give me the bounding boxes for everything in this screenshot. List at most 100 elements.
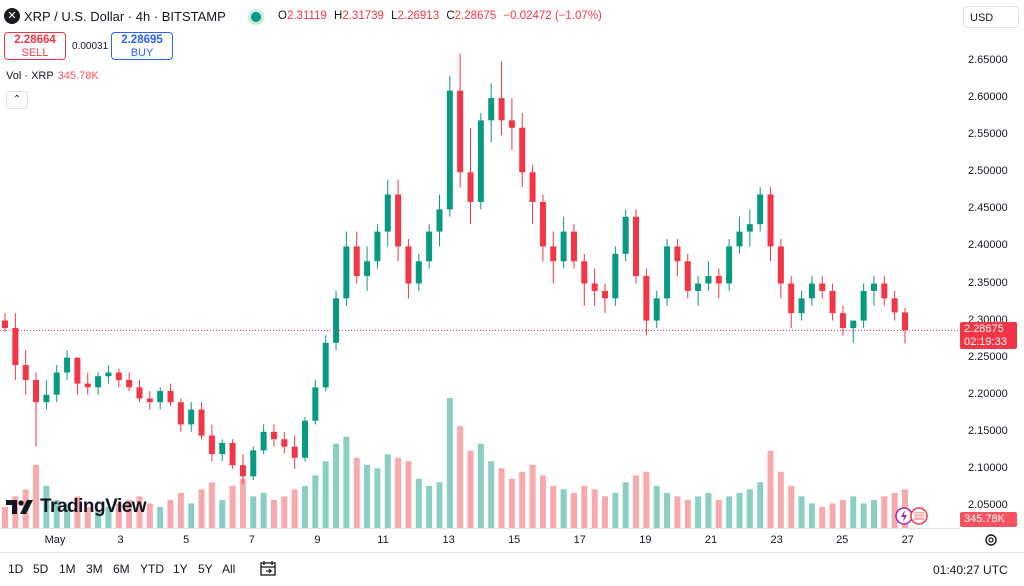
candle-body <box>43 394 50 403</box>
tradingview-logo-icon <box>6 500 33 514</box>
candle-body <box>436 209 443 232</box>
volume-bar <box>219 499 226 528</box>
currency-selector[interactable]: USD <box>963 6 1019 28</box>
candle-body <box>239 465 246 477</box>
range-button-3m[interactable]: 3M <box>86 562 103 576</box>
volume-bar <box>684 499 691 528</box>
range-button-1y[interactable]: 1Y <box>173 562 188 576</box>
time-axis[interactable]: May 3 5 7 9 11 13 15 17 19 21 23 25 27 <box>0 528 960 551</box>
candle-body <box>736 231 743 247</box>
volume-bar <box>788 485 795 528</box>
volume-bar <box>550 485 557 528</box>
candle-body <box>622 216 629 254</box>
price-axis-label: 2.45000 <box>968 202 1008 215</box>
volume-bar <box>436 482 443 528</box>
event-flags-icon[interactable] <box>892 506 932 526</box>
volume-bar <box>126 499 133 528</box>
candle-body <box>767 194 774 247</box>
volume-bar <box>539 475 546 528</box>
candle-body <box>891 298 898 313</box>
candle-body <box>322 342 329 388</box>
volume-bar <box>74 496 81 528</box>
candle-body <box>550 246 557 262</box>
candle-body <box>446 90 453 210</box>
candle-body <box>126 379 133 388</box>
volume-bar <box>519 471 526 528</box>
candle-body <box>664 246 671 299</box>
candle-body <box>84 383 91 388</box>
candle-body <box>12 328 19 366</box>
volume-bar <box>395 457 402 528</box>
candle-body <box>281 439 288 447</box>
last-price-tag: 2.28675 02:19:33 <box>960 322 1017 349</box>
price-axis-label: 2.50000 <box>968 165 1008 178</box>
volume-bar <box>250 496 257 528</box>
candle-body <box>167 391 174 403</box>
volume-bar <box>333 443 340 528</box>
candle-body <box>426 231 433 262</box>
candle-body <box>581 261 588 284</box>
volume-bar <box>622 482 629 528</box>
candle-body <box>157 391 164 403</box>
utc-clock[interactable]: 01:40:27 UTC <box>933 563 1008 577</box>
candle-body <box>819 283 826 291</box>
volume-bar <box>870 499 877 528</box>
candle-body <box>633 216 640 277</box>
volume-bar <box>777 471 784 528</box>
price-chart[interactable] <box>0 34 960 528</box>
x-logo-icon[interactable]: ✕ <box>4 8 20 24</box>
candle-body <box>146 398 153 403</box>
price-axis[interactable]: 2.65000 2.60000 2.55000 2.50000 2.45000 2.400… <box>960 34 1024 534</box>
range-button-1m[interactable]: 1M <box>59 562 76 576</box>
candle-body <box>95 376 102 388</box>
candle-body <box>674 246 681 262</box>
range-button-6m[interactable]: 6M <box>113 562 130 576</box>
range-button-all[interactable]: All <box>222 562 236 576</box>
candle-countdown: 02:19:33 <box>964 336 1007 348</box>
open-label: O <box>278 10 287 22</box>
candle-body <box>591 283 598 291</box>
date-range-icon[interactable] <box>258 559 278 579</box>
volume-bar <box>508 478 515 528</box>
volume-bar <box>260 492 267 528</box>
candle-body <box>270 431 277 440</box>
volume-bar <box>53 499 60 528</box>
symbol-title[interactable]: XRP / U.S. Dollar · 4h · BITSTAMP <box>24 9 226 24</box>
volume-bar <box>457 426 464 528</box>
buy-button[interactable]: 2.28695 BUY <box>111 32 173 60</box>
volume-legend[interactable]: Vol · XRP 345.78K <box>6 70 99 82</box>
volume-bar <box>581 485 588 528</box>
volume-bar <box>705 492 712 528</box>
candle-body <box>798 298 805 314</box>
collapse-legend-button[interactable]: ⌃ <box>6 91 28 109</box>
candle-body <box>22 365 29 380</box>
candle-body <box>188 409 195 425</box>
range-button-5y[interactable]: 5Y <box>198 562 213 576</box>
volume-bar <box>819 506 826 528</box>
open-value: 2.31119 <box>286 10 327 22</box>
chevron-up-icon: ⌃ <box>12 94 22 105</box>
candle-body <box>333 298 340 343</box>
range-button-ytd[interactable]: YTD <box>140 562 164 576</box>
range-button-5d[interactable]: 5D <box>33 562 49 576</box>
candle-body <box>715 276 722 284</box>
sell-button[interactable]: 2.28664 SELL <box>4 32 66 60</box>
price-axis-label: 2.55000 <box>968 128 1008 141</box>
volume-bar <box>281 496 288 528</box>
candle-body <box>757 194 764 225</box>
volume-bar <box>860 503 867 528</box>
gear-icon[interactable] <box>984 533 998 547</box>
candle-body <box>364 261 371 277</box>
time-axis-label: 3 <box>117 534 124 546</box>
volume-bar <box>736 492 743 528</box>
range-button-1d[interactable]: 1D <box>8 562 24 576</box>
volume-bar <box>415 478 422 528</box>
volume-bar <box>664 492 671 528</box>
volume-bar <box>353 457 360 528</box>
candle-body <box>643 276 650 321</box>
time-axis-label: May <box>44 534 66 546</box>
candle-body <box>746 224 753 232</box>
bottom-toolbar: 01:40:27 UTC 1D 5D 1M 3M 6M YTD 1Y 5Y All <box>0 552 1024 586</box>
market-open-status-icon <box>251 12 261 22</box>
volume-bar <box>488 461 495 528</box>
